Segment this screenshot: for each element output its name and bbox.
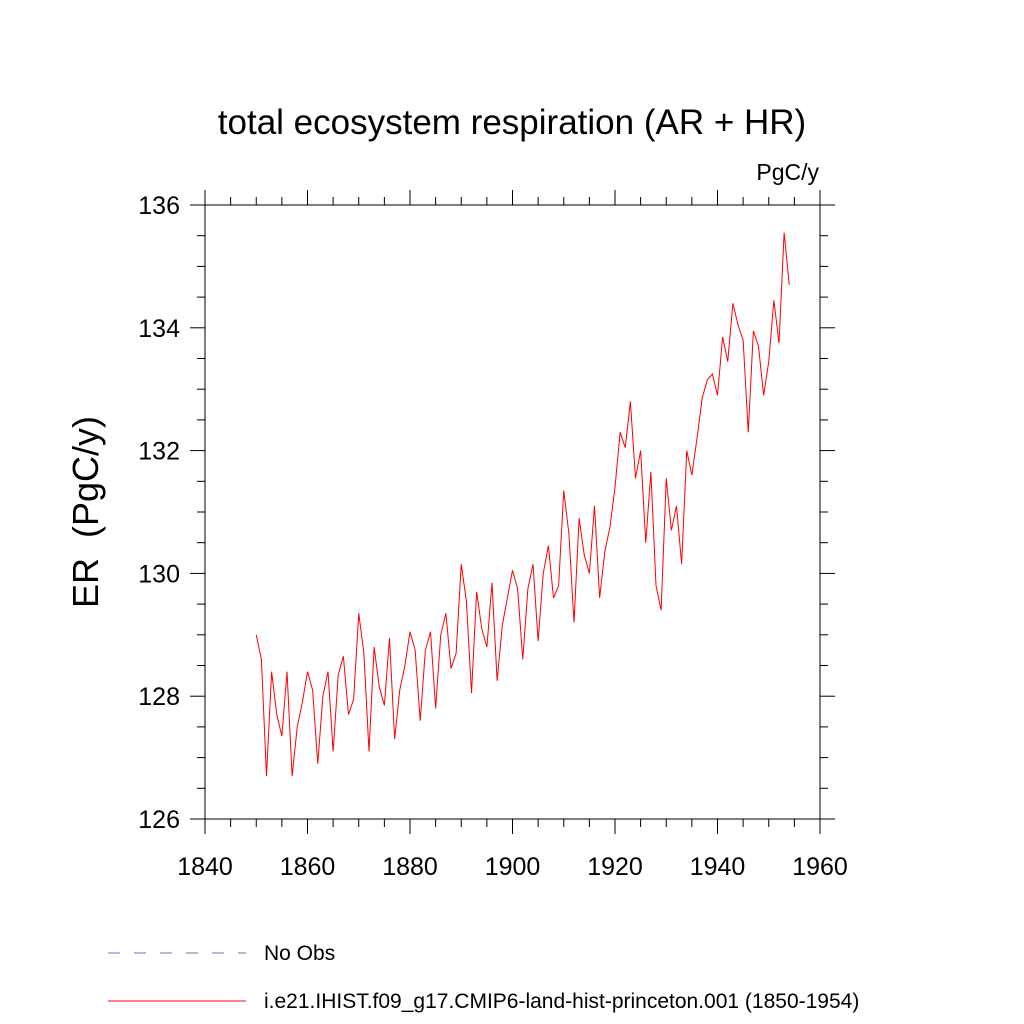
x-tick-label: 1880 [382, 853, 438, 881]
y-axis-label: ER (PgC/y) [65, 416, 106, 608]
x-tick-label: 1940 [690, 853, 746, 881]
y-tick-label: 126 [138, 806, 180, 834]
legend-label-model: i.e21.IHIST.f09_g17.CMIP6-land-hist-prin… [264, 990, 859, 1013]
y-tick-label: 132 [138, 438, 180, 466]
axis-ticks [190, 190, 835, 834]
chart-title: total ecosystem respiration (AR + HR) [218, 103, 806, 142]
y-tick-label: 136 [138, 192, 180, 220]
units-label: PgC/y [756, 159, 819, 185]
y-tick-labels: 126 128 130 132 134 136 [138, 192, 180, 834]
x-tick-label: 1860 [280, 853, 336, 881]
x-tick-label: 1840 [177, 853, 233, 881]
series-line [255, 232, 790, 777]
x-tick-labels: 1840 1860 1880 1900 1920 1940 1960 [177, 853, 848, 881]
x-tick-label: 1960 [792, 853, 848, 881]
x-tick-label: 1900 [485, 853, 541, 881]
y-tick-label: 130 [138, 560, 180, 588]
x-tick-label: 1920 [587, 853, 643, 881]
y-tick-label: 128 [138, 683, 180, 711]
legend-label-no-obs: No Obs [264, 942, 335, 965]
legend: No Obs i.e21.IHIST.f09_g17.CMIP6-land-hi… [108, 942, 859, 1013]
y-tick-label: 134 [138, 315, 180, 343]
